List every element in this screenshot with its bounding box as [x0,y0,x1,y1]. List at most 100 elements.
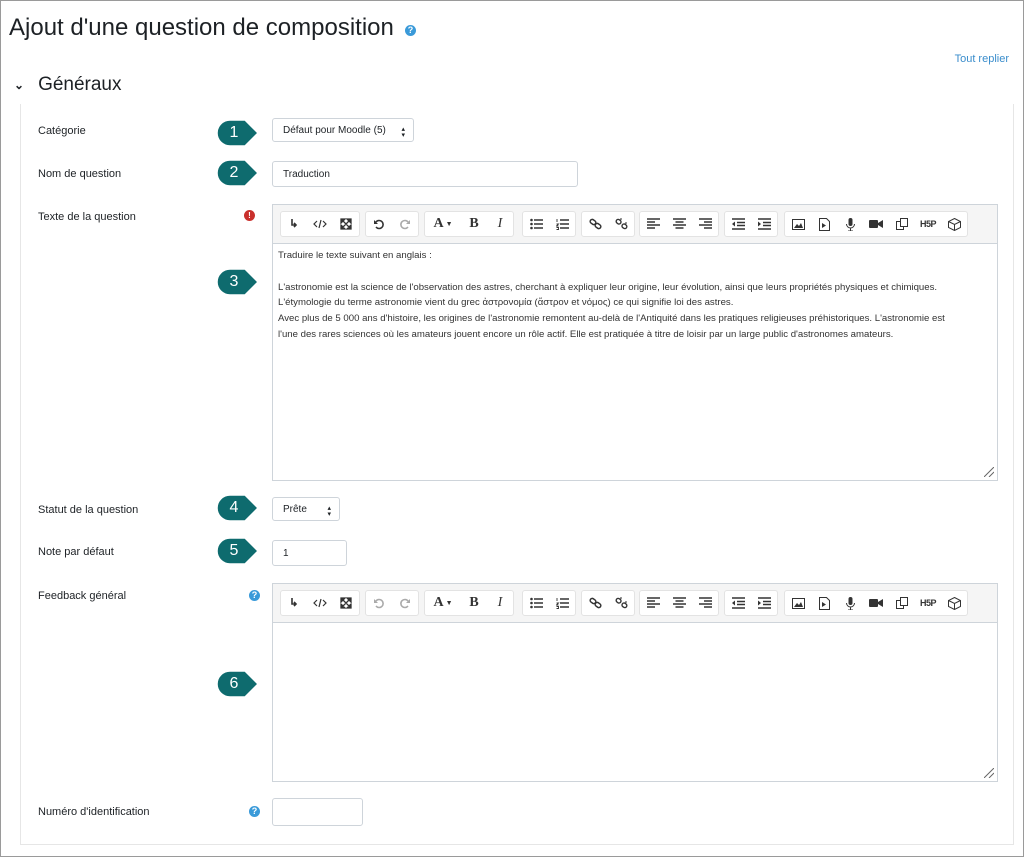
toolbar-group-show [280,590,360,616]
question-circle-icon[interactable]: ? [249,806,260,817]
manage-files-icon[interactable] [889,212,915,236]
general-feedback-content[interactable] [273,623,997,631]
toolbar-group-indent [724,590,778,616]
toolbar-group-indent [724,211,778,237]
ordered-list-icon[interactable] [549,212,575,236]
image-icon[interactable] [785,212,811,236]
align-right-icon[interactable] [692,591,718,615]
callout-marker: 5 [216,537,260,565]
outdent-icon[interactable] [725,591,751,615]
indent-icon[interactable] [751,591,777,615]
question-text-content[interactable]: Traduire le texte suivant en anglais : L… [273,244,997,347]
media-file-icon[interactable] [811,591,837,615]
align-left-icon[interactable] [640,591,666,615]
video-camera-icon[interactable] [863,591,889,615]
italic-icon[interactable]: I [497,216,503,231]
html-code-icon[interactable] [307,591,333,615]
default-mark-label: Note par défaut [38,546,114,558]
ordered-list-icon[interactable] [549,591,575,615]
unlink-icon[interactable] [608,591,634,615]
question-circle-icon[interactable]: ? [405,25,416,36]
category-select-value: Défaut pour Moodle (5) [283,124,386,136]
html-code-icon[interactable] [307,212,333,236]
callout-number: 1 [229,124,239,141]
link-icon[interactable] [582,591,608,615]
unordered-list-icon[interactable] [523,212,549,236]
question-status-value: Prête [283,503,307,515]
toolbar-group-lists [522,590,576,616]
callout-number: 4 [229,499,239,516]
redo-icon[interactable] [392,591,418,615]
bold-icon[interactable]: B [469,595,479,610]
bold-icon[interactable]: B [469,216,479,231]
fullscreen-icon[interactable] [333,591,359,615]
toolbar-group-media: H5P [784,211,968,237]
content-line: L'astronomie est la science de l'observa… [278,281,938,293]
default-mark-input[interactable]: 1 [272,540,347,566]
align-left-icon[interactable] [640,212,666,236]
question-text-editor[interactable]: A ▼ B I H5P T [272,204,998,481]
category-select[interactable]: Défaut pour Moodle (5) [272,118,414,142]
toolbar-group-style: A ▼ B I [424,211,514,237]
manage-files-icon[interactable] [889,591,915,615]
toolbar-group-show [280,211,360,237]
toolbar-group-links [581,590,635,616]
redo-icon[interactable] [392,212,418,236]
font-color-icon[interactable]: A ▼ [433,595,453,610]
question-name-label: Nom de question [38,168,122,180]
callout-number: 3 [229,273,239,290]
idnumber-input[interactable] [272,798,363,826]
editor-toolbar: A ▼ B I H5P [273,584,997,623]
callout-marker: 3 [216,268,260,296]
font-color-icon[interactable]: A ▼ [433,216,453,231]
callout-marker: 2 [216,159,260,187]
toolbar-group-style: A ▼ B I [424,590,514,616]
link-icon[interactable] [582,212,608,236]
align-center-icon[interactable] [666,591,692,615]
section-title: Généraux [38,74,122,95]
toolbar-group-align [639,211,719,237]
undo-icon[interactable] [366,212,392,236]
image-icon[interactable] [785,591,811,615]
editor-toolbar: A ▼ B I H5P [273,205,997,244]
italic-icon[interactable]: I [497,595,503,610]
question-circle-icon[interactable]: ? [249,590,260,601]
toolbar-toggle-icon[interactable] [281,212,307,236]
general-feedback-editor[interactable]: A ▼ B I H5P [272,583,998,782]
idnumber-label: Numéro d'identification [38,806,150,818]
outdent-icon[interactable] [725,212,751,236]
h5p-icon[interactable]: H5P [919,219,937,229]
category-label: Catégorie [38,125,86,137]
content-bank-icon[interactable] [941,212,967,236]
fullscreen-icon[interactable] [333,212,359,236]
question-status-select[interactable]: Prête [272,497,340,521]
question-name-input[interactable]: Traduction [272,161,578,187]
content-line: Avec plus de 5 000 ans d'histoire, les o… [278,313,945,325]
unordered-list-icon[interactable] [523,591,549,615]
resize-handle-icon[interactable] [984,467,994,477]
section-header-general[interactable]: ⌄ Généraux [14,74,122,96]
h5p-icon[interactable]: H5P [919,598,937,608]
content-bank-icon[interactable] [941,591,967,615]
toolbar-toggle-icon[interactable] [281,591,307,615]
question-status-label: Statut de la question [38,504,139,516]
microphone-icon[interactable] [837,212,863,236]
collapse-all-link[interactable]: Tout replier [954,53,1009,65]
video-camera-icon[interactable] [863,212,889,236]
callout-number: 5 [229,542,239,559]
unlink-icon[interactable] [608,212,634,236]
media-file-icon[interactable] [811,212,837,236]
toolbar-group-media: H5P [784,590,968,616]
undo-icon[interactable] [366,591,392,615]
general-feedback-label: Feedback général [38,590,127,602]
toolbar-group-history [365,590,419,616]
align-center-icon[interactable] [666,212,692,236]
toolbar-group-links [581,211,635,237]
general-fieldset [20,104,1014,845]
question-text-label: Texte de la question [38,211,136,223]
microphone-icon[interactable] [837,591,863,615]
callout-marker: 6 [216,670,260,698]
resize-handle-icon[interactable] [984,768,994,778]
align-right-icon[interactable] [692,212,718,236]
indent-icon[interactable] [751,212,777,236]
